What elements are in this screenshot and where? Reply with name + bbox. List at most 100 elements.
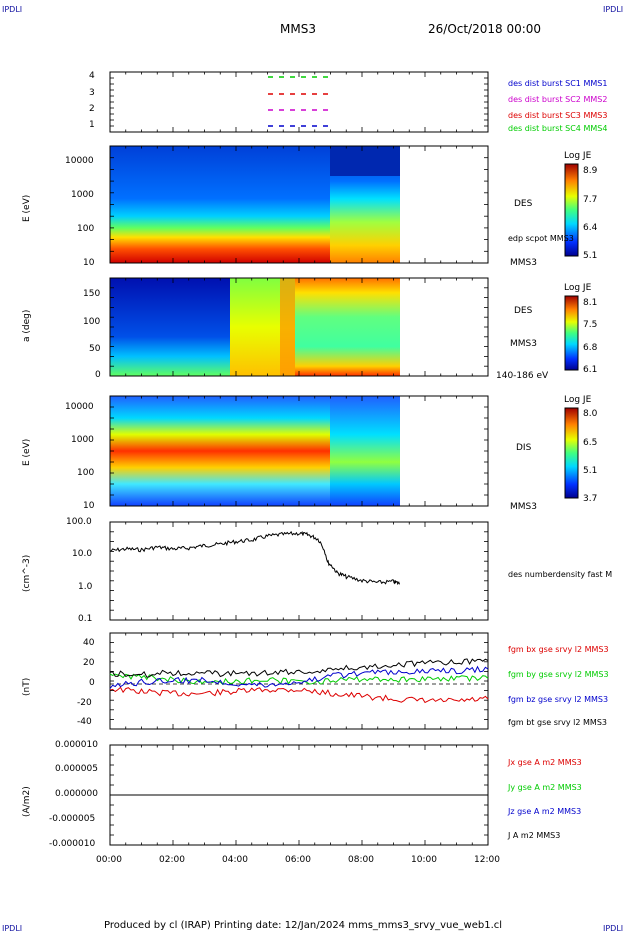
bfield-ytick: -40 xyxy=(77,717,92,727)
des-pitch-ytick: 150 xyxy=(83,289,101,299)
density-ytick: 1.0 xyxy=(78,582,93,592)
des-energy-instrument-label: DES xyxy=(514,199,533,209)
des-energy-overlay-label: edp scpot MMS3 xyxy=(508,234,574,243)
current-ytick: 0.000000 xyxy=(55,789,98,799)
dis-energy-ytick: 10 xyxy=(83,501,95,511)
dis-energy-cbar-tick: 3.7 xyxy=(583,494,598,504)
bfield-legend-by: fgm by gse srvy l2 MMS3 xyxy=(508,670,609,679)
dis-energy-cbar-tick: 8.0 xyxy=(583,409,598,419)
current-ytick: 0.000010 xyxy=(55,740,98,750)
density-ytick: 100.0 xyxy=(66,517,92,527)
x-tick-label: 04:00 xyxy=(222,855,248,865)
des-pitch-ylabel: a (deg) xyxy=(22,309,32,342)
series-layer xyxy=(109,530,489,704)
des-energy-ytick: 10 xyxy=(83,258,95,268)
density-ytick: 10.0 xyxy=(72,549,93,559)
density-ytick: 0.1 xyxy=(78,614,93,624)
bfield-legend-bz: fgm bz gse srvy l2 MMS3 xyxy=(508,695,609,704)
des-pitch-instrument-label: DES xyxy=(514,306,533,316)
des-pitch-sc-label: MMS3 xyxy=(510,339,537,349)
burst-legend-sc3: des dist burst SC3 MMS3 xyxy=(508,111,608,120)
des-energy-colorbar xyxy=(564,163,579,257)
footer-text: Produced by cl (IRAP) Printing date: 12/… xyxy=(104,920,503,931)
spacecraft-title: MMS3 xyxy=(280,22,316,36)
des-pitch-cbar-title: Log JE xyxy=(564,283,592,293)
des-energy-ylabel: E (eV) xyxy=(22,194,32,222)
burst-ytick: 1 xyxy=(89,120,95,130)
corner-label-bl: IPDLI xyxy=(2,924,23,933)
dis-energy-cbar-tick: 6.5 xyxy=(583,438,598,448)
burst-ytick: 3 xyxy=(89,88,95,98)
current-legend-j: J A m2 MMS3 xyxy=(508,831,561,840)
des-pitch-cbar-tick: 6.8 xyxy=(583,343,598,353)
date-title: 26/Oct/2018 00:00 xyxy=(428,22,542,36)
des-pitch-cbar-tick: 8.1 xyxy=(583,298,598,308)
current-ytick: -0.000005 xyxy=(49,814,96,824)
des-pitch-ytick: 100 xyxy=(83,317,101,327)
x-tick-label: 08:00 xyxy=(348,855,374,865)
bx-series-line xyxy=(109,686,489,704)
des-pitch-ytick: 50 xyxy=(89,344,101,354)
corner-label-br: IPDLI xyxy=(603,924,624,933)
dis-energy-cbar-title: Log JE xyxy=(564,395,592,405)
x-tick-label: 10:00 xyxy=(411,855,437,865)
des-pitch-energy-range: 140-186 eV xyxy=(496,371,549,381)
corner-label-tl: IPDLI xyxy=(2,5,23,14)
dis-energy-cbar-tick: 5.1 xyxy=(583,466,598,476)
des-pitch-ytick: 0 xyxy=(95,370,101,380)
burst-legend-sc1: des dist burst SC1 MMS1 xyxy=(508,79,608,88)
des-energy-sc-label: MMS3 xyxy=(510,258,537,268)
current-ytick: -0.000010 xyxy=(49,839,96,849)
burst-ytick: 2 xyxy=(89,104,95,114)
burst-legend-sc2: des dist burst SC2 MMS2 xyxy=(508,95,608,104)
des-energy-cbar-tick: 5.1 xyxy=(583,251,598,261)
dis-energy-colorbar xyxy=(564,407,579,499)
density-legend: des numberdensity fast M xyxy=(508,570,613,579)
x-tick-label: 02:00 xyxy=(159,855,185,865)
des-pitch-colorbar xyxy=(564,295,579,371)
x-tick-label: 06:00 xyxy=(285,855,311,865)
des-energy-ytick: 100 xyxy=(77,224,95,234)
current-ylabel: (A/m2) xyxy=(22,786,32,817)
by-series-line xyxy=(109,673,489,686)
current-legend-jx: Jx gse A m2 MMS3 xyxy=(508,758,582,767)
des-energy-cbar-tick: 8.9 xyxy=(583,166,598,176)
bfield-ytick: 20 xyxy=(83,658,95,668)
des-pitch-cbar-tick: 6.1 xyxy=(583,365,598,375)
bfield-ytick: 40 xyxy=(83,638,95,648)
current-legend-jy: Jy gse A m2 MMS3 xyxy=(508,783,582,792)
des-pitch-cbar-tick: 7.5 xyxy=(583,320,598,330)
density-series-line xyxy=(109,530,401,586)
burst-ytick: 4 xyxy=(89,71,95,81)
current-ytick: 0.000005 xyxy=(55,764,98,774)
dis-energy-instrument-label: DIS xyxy=(516,443,532,453)
burst-legend-sc4: des dist burst SC4 MMS4 xyxy=(508,124,608,133)
bfield-ytick: 0 xyxy=(89,678,95,688)
dis-energy-ytick: 1000 xyxy=(71,435,94,445)
corner-label-tr: IPDLI xyxy=(603,5,624,14)
dis-energy-spectrogram xyxy=(110,396,400,506)
des-energy-cbar-title: Log JE xyxy=(564,151,592,161)
des-pitch-spectrogram xyxy=(110,278,400,376)
density-ylabel: (cm^-3) xyxy=(22,554,32,592)
bz-series-line xyxy=(109,665,489,689)
bfield-legend-bx: fgm bx gse srvy l2 MMS3 xyxy=(508,645,609,654)
dis-energy-sc-label: MMS3 xyxy=(510,502,537,512)
des-energy-ytick: 10000 xyxy=(65,156,94,166)
dis-energy-ytick: 100 xyxy=(77,468,95,478)
des-energy-ytick: 1000 xyxy=(71,190,94,200)
tick-layer xyxy=(109,71,489,846)
burst-marks xyxy=(268,76,330,127)
bfield-ytick: -20 xyxy=(77,698,92,708)
x-tick-label: 00:00 xyxy=(96,855,122,865)
des-energy-cbar-tick: 7.7 xyxy=(583,195,598,205)
dis-energy-ytick: 10000 xyxy=(65,402,94,412)
des-energy-cbar-tick: 6.4 xyxy=(583,223,598,233)
bt-series-line xyxy=(109,658,489,678)
dis-energy-ylabel: E (eV) xyxy=(22,438,32,466)
bfield-legend-bt: fgm bt gse srvy l2 MMS3 xyxy=(508,718,607,727)
current-legend-jz: Jz gse A m2 MMS3 xyxy=(508,807,582,816)
des-energy-spectrogram xyxy=(110,146,400,263)
x-tick-label: 12:00 xyxy=(474,855,500,865)
